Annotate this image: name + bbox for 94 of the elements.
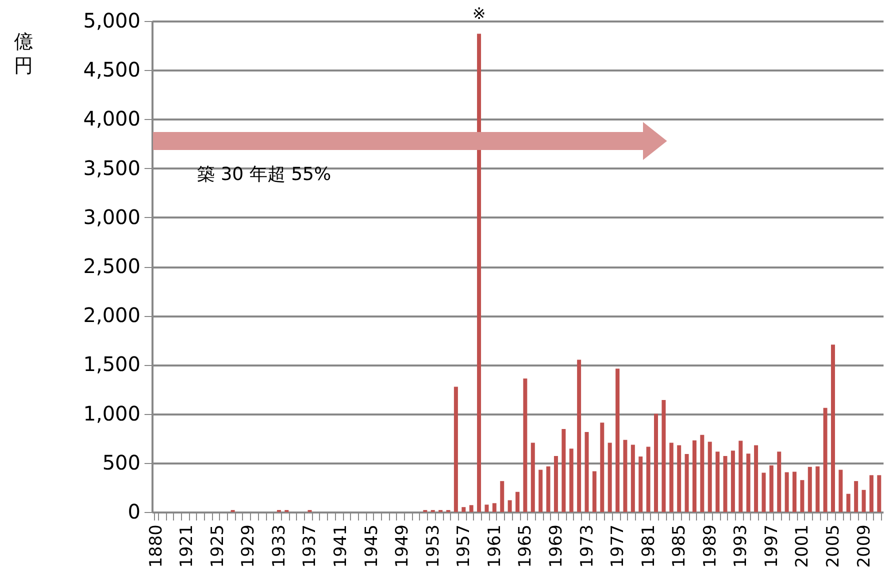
- bar: [846, 494, 850, 512]
- bar: [462, 507, 466, 512]
- bar: [562, 429, 566, 512]
- bar: [508, 500, 512, 512]
- bar: [684, 454, 689, 512]
- bar: [516, 492, 520, 512]
- bar: [830, 344, 835, 512]
- x-tick-label: 1945: [362, 524, 382, 568]
- bar: [584, 432, 589, 512]
- x-tick-label: 1989: [700, 524, 720, 568]
- bar: [638, 456, 643, 512]
- x-tick-label: 1953: [423, 524, 444, 568]
- bar: [646, 446, 650, 512]
- bar: [692, 440, 696, 512]
- bar: [484, 504, 489, 512]
- bar: [630, 444, 635, 512]
- bar: [669, 442, 674, 512]
- bar: [623, 440, 628, 512]
- x-tick-label: 2005: [823, 524, 844, 568]
- x-tick-label: 1880: [146, 524, 166, 568]
- bar: [800, 480, 804, 512]
- x-tick-label: 1933: [269, 524, 290, 568]
- bar: [700, 434, 704, 512]
- bar: [546, 466, 550, 512]
- bar: [477, 34, 482, 512]
- y-tick-label: 4,500: [83, 58, 140, 82]
- x-tick-label: 2001: [792, 524, 813, 568]
- y-tick-label: 500: [102, 450, 140, 474]
- x-tick-label: 1981: [638, 524, 659, 568]
- bar: [677, 445, 682, 512]
- bar: [823, 408, 828, 512]
- x-tick-label: 1973: [577, 524, 598, 568]
- x-tick-label: 1993: [731, 524, 752, 568]
- x-tick-label: 1941: [331, 524, 352, 568]
- x-tick-label: 1937: [300, 524, 320, 568]
- bar: [862, 490, 866, 512]
- x-tick-label: 2009: [854, 524, 874, 568]
- y-tick-label: 1,500: [83, 352, 140, 376]
- bar: [792, 472, 797, 512]
- bar: [877, 475, 882, 512]
- bar: [869, 475, 874, 512]
- bar: [469, 505, 474, 512]
- bar: [654, 414, 658, 512]
- x-tick-label: 1949: [392, 524, 413, 568]
- bar: [730, 450, 735, 512]
- y-tick-label: 4,000: [83, 106, 140, 131]
- bar: [738, 440, 743, 512]
- annotation: 築 30 年超 55%: [197, 163, 332, 186]
- x-tick-label: 1925: [208, 524, 228, 568]
- bar: [523, 378, 528, 512]
- x-tick-label: 1957: [454, 524, 474, 568]
- bar: [708, 442, 712, 512]
- bar: [554, 456, 558, 512]
- x-tick-label: 1985: [670, 524, 690, 568]
- x-tick-label: 1969: [546, 524, 566, 568]
- annotation: ※: [472, 4, 486, 23]
- bar: [608, 442, 612, 512]
- bar: [577, 360, 582, 512]
- bar: [492, 503, 496, 512]
- bar: [716, 452, 720, 512]
- bar: [723, 456, 728, 512]
- x-tick-label: 1929: [238, 524, 259, 568]
- bar: [777, 452, 782, 512]
- x-tick-label: 1965: [516, 524, 536, 568]
- bar: [600, 422, 604, 512]
- bar: [816, 466, 820, 512]
- bar: [662, 400, 666, 512]
- y-tick-label: 1,000: [83, 401, 140, 426]
- bar: [592, 471, 596, 512]
- x-tick-label: 1961: [484, 524, 505, 568]
- y-tick-label: 2,500: [83, 254, 140, 278]
- y-tick-label: 3,500: [83, 156, 140, 180]
- bar: [746, 454, 750, 512]
- y-tick-label: 5,000: [83, 8, 140, 32]
- x-tick-label: 1997: [762, 524, 782, 568]
- bar: [808, 466, 812, 512]
- bar: [500, 481, 504, 512]
- bar: [784, 472, 789, 512]
- bar: [769, 465, 774, 512]
- bar: [538, 470, 543, 512]
- bar: [530, 442, 535, 512]
- x-tick-label: 1921: [177, 524, 198, 568]
- x-tick-label: 1977: [608, 524, 628, 568]
- bar: [754, 445, 758, 512]
- bar: [762, 472, 766, 512]
- y-tick-label: 2,000: [83, 303, 140, 328]
- y-tick-label: 0: [128, 500, 140, 524]
- bar: [569, 448, 574, 512]
- bar: [838, 470, 843, 512]
- y-axis-title: 億円: [14, 30, 33, 78]
- y-tick-label: 3,000: [83, 204, 140, 229]
- bar: [616, 368, 620, 512]
- bar: [854, 481, 858, 512]
- bar: [454, 386, 458, 512]
